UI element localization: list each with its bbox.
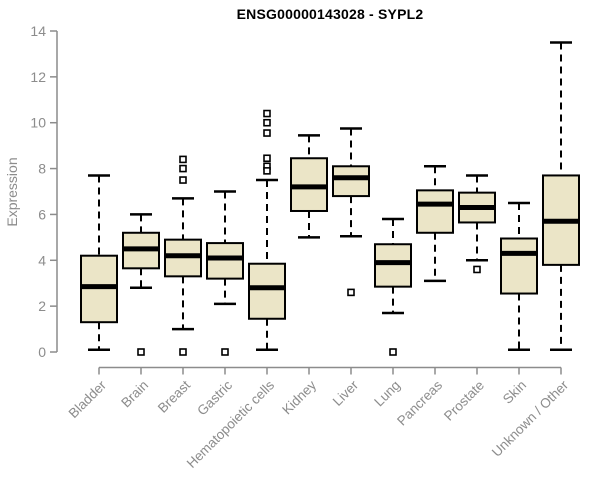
outlier-point [221, 348, 229, 356]
x-category-label: Breast [155, 377, 193, 415]
outlier-point [179, 348, 187, 356]
y-tick-label: 4 [38, 252, 46, 268]
x-category-label: Prostate [441, 378, 487, 424]
outlier-point [347, 288, 355, 297]
y-tick-label: 6 [38, 206, 46, 222]
x-category-label: Pancreas [394, 377, 445, 428]
x-category-label: Brain [118, 378, 151, 411]
outlier-point [263, 129, 271, 137]
box-group-gastric [206, 190, 244, 356]
x-category-label: Gastric [194, 377, 235, 418]
iqr-box [500, 237, 538, 295]
y-tick-label: 8 [38, 161, 46, 177]
box-group-lung [374, 217, 412, 356]
box-group-breast [164, 155, 202, 356]
box-group-hematopoietic-cells [248, 109, 286, 351]
outlier-point [263, 118, 271, 127]
box-group-kidney [290, 134, 328, 239]
x-category-label: Bladder [66, 377, 110, 421]
y-tick-label: 14 [30, 23, 46, 39]
box-group-skin [500, 201, 538, 351]
iqr-box [416, 189, 454, 234]
iqr-box [248, 262, 286, 320]
outlier-point [179, 155, 187, 164]
outlier-point [263, 167, 271, 175]
x-category-label: Lung [371, 378, 403, 410]
x-category-label: Kidney [279, 377, 319, 417]
x-category-label: Liver [330, 377, 362, 409]
iqr-box [332, 165, 370, 198]
box-group-liver [332, 127, 370, 297]
y-tick-label: 0 [38, 344, 46, 360]
box-group-bladder [80, 174, 118, 351]
outlier-point [179, 176, 187, 184]
box-group-brain [122, 213, 160, 356]
chart-title: ENSG00000143028 - SYPL2 [236, 6, 424, 22]
outlier-point [179, 164, 187, 173]
box-group-pancreas [416, 165, 454, 283]
x-category-label: Skin [500, 378, 529, 407]
box-group-prostate [458, 174, 496, 274]
y-tick-label: 12 [30, 69, 46, 85]
outlier-point [263, 109, 271, 118]
y-tick-label: 2 [38, 298, 46, 314]
outlier-point [473, 265, 481, 274]
outlier-point [389, 348, 397, 356]
iqr-box [206, 242, 244, 280]
outlier-point [263, 154, 271, 163]
outlier-point [137, 348, 145, 356]
iqr-box [374, 243, 412, 288]
x-category-label: Unknown / Other [489, 377, 572, 460]
box-group-unknown-other [542, 41, 580, 351]
y-tick-label: 10 [30, 115, 46, 131]
